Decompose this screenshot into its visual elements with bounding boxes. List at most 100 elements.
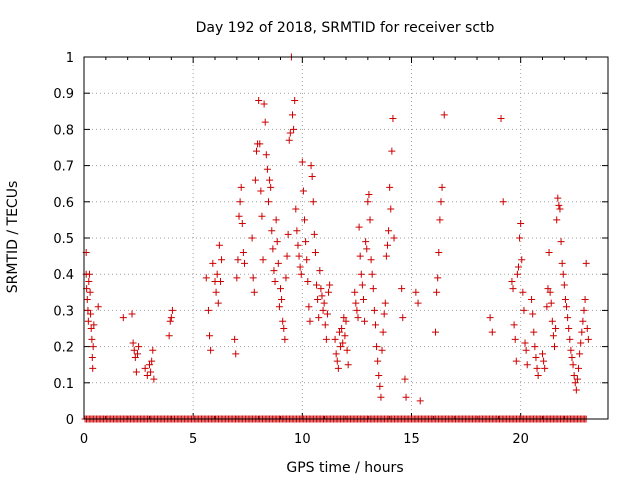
y-tick-label: 0.3 [53,304,74,319]
data-point [275,303,283,311]
data-point [133,350,141,358]
data-point [533,364,541,372]
data-point [531,343,539,351]
data-point [551,343,559,351]
data-point [549,332,557,340]
data-point [570,372,578,380]
data-point [552,325,560,332]
data-point [165,332,173,340]
data-point [560,281,568,289]
data-point [432,328,440,336]
data-point [307,162,315,170]
data-point [529,310,537,318]
data-point [291,96,299,104]
data-point [398,285,406,293]
data-point [379,328,387,336]
data-point [376,382,384,390]
data-point [548,317,556,325]
data-point [568,353,576,361]
data-point [488,328,496,336]
data-point [131,353,139,361]
data-point [317,285,325,293]
data-point [517,220,525,228]
data-point [280,325,288,332]
x-axis-title: GPS time / hours [286,460,403,476]
y-tick-label: 0.4 [53,268,74,283]
data-point [321,321,329,329]
data-point [298,158,306,166]
data-point [563,303,571,311]
data-point [261,118,269,126]
data-point [497,115,505,123]
data-point [414,299,422,307]
data-point [216,277,224,285]
data-point [534,372,542,380]
data-point [306,317,314,325]
data-point [147,368,155,376]
data-point [554,194,562,202]
data-point [362,238,370,246]
data-point [580,306,588,314]
data-point [540,357,548,365]
data-point [344,361,352,369]
y-tick-label: 0.6 [53,196,74,211]
data-point [309,198,317,206]
data-point [557,238,565,246]
data-point [334,364,342,372]
data-point [564,314,572,322]
data-point [581,296,589,304]
data-point [357,270,365,278]
data-point [369,285,377,293]
data-point [543,303,551,311]
data-point [567,346,575,354]
data-point [343,346,351,354]
data-point [412,288,420,296]
data-point [545,248,553,256]
data-point [273,238,281,246]
data-point [342,317,350,325]
x-tick-label: 10 [294,432,311,447]
data-point [512,357,520,365]
y-tick-label: 1 [66,51,74,66]
data-point [149,346,157,354]
data-point [578,328,586,336]
data-point [292,205,300,213]
axis-ticks: 00.10.20.30.40.50.60.70.80.910 5 10 15 20 [53,51,609,447]
data-point [518,256,526,264]
data-point [326,281,334,289]
data-point [383,241,391,249]
data-point [370,306,378,314]
data-point [206,332,214,340]
data-point [252,147,260,155]
data-point [293,227,301,235]
data-point [522,346,530,354]
data-point [297,270,305,278]
data-point [166,317,174,325]
data-point [544,285,552,293]
data-point [434,274,442,282]
data-point [339,339,347,347]
data-point [279,317,287,325]
data-point [302,238,310,246]
data-point [311,248,319,256]
data-point [358,281,366,289]
data-point [308,172,316,180]
data-point [294,241,302,249]
data-point [83,296,91,304]
data-point [278,296,286,304]
data-point [389,115,397,123]
data-point [377,393,385,401]
data-point [85,270,93,278]
data-point [340,314,348,322]
x-tick-label: 5 [189,432,197,447]
data-point [577,339,585,347]
data-point [530,328,538,336]
data-point [305,303,313,311]
data-point [283,252,291,260]
y-tick-label: 0.7 [53,160,74,175]
y-tick-label: 0.5 [53,232,74,247]
data-point [373,343,381,351]
data-point [264,198,272,206]
plot-frame [83,56,609,420]
data-point [233,274,241,282]
